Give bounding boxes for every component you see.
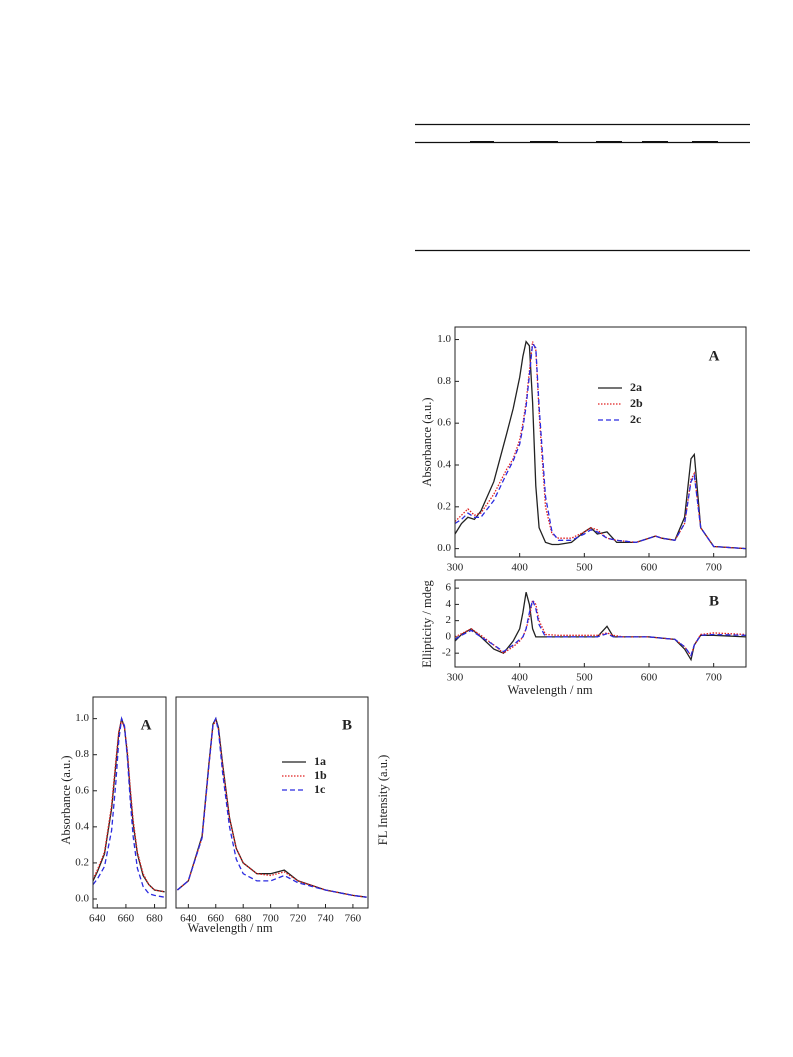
series-line <box>455 592 746 662</box>
x-tick-label: 300 <box>447 562 464 574</box>
x-tick-label: 600 <box>641 672 658 684</box>
plot-frame <box>454 579 747 668</box>
x-tick-label: 700 <box>262 913 279 925</box>
series-line <box>455 341 746 550</box>
chart: 300 400 500 600 700 -2 0 2 4 6 B Ellipticity / mdeg… <box>420 579 747 697</box>
legend-label: 2b <box>630 396 643 410</box>
legend-label: 2a <box>630 380 642 394</box>
panel-label: A <box>709 348 720 364</box>
y-tick-label: 0.6 <box>437 417 451 429</box>
y-tick-label: 0.2 <box>75 856 89 868</box>
y-tick-label: 0.0 <box>437 542 451 554</box>
x-tick-label: 720 <box>290 913 307 925</box>
panel-label: B <box>709 593 719 609</box>
x-tick-label: 400 <box>511 562 528 574</box>
y-tick-label: 2 <box>446 614 452 626</box>
panel-label: A <box>141 717 152 733</box>
chart: 300 400 500 600 700 0.0 0.2 0.4 0.6 0.8 1.0 2a 2b 2c A… <box>420 326 747 574</box>
x-tick-label: 760 <box>345 913 362 925</box>
series-line <box>93 716 165 898</box>
series-line <box>93 718 165 893</box>
plot-frame <box>454 326 747 558</box>
y-tick-label: 0.8 <box>437 375 451 387</box>
table-rules <box>415 123 750 252</box>
y-tick-label: 0.8 <box>75 748 89 760</box>
x-tick-label: 700 <box>705 672 722 684</box>
x-tick-label: 300 <box>447 672 464 684</box>
y-tick-label: 1.0 <box>75 712 89 724</box>
y-tick-label: 0 <box>446 630 452 642</box>
legend-label: 2c <box>630 412 642 426</box>
x-tick-label: 400 <box>511 672 528 684</box>
y-axis-label: Absorbance (a.u.) <box>420 397 434 486</box>
x-tick-label: 660 <box>208 913 225 925</box>
series-line <box>176 718 367 898</box>
series-line <box>176 716 367 898</box>
x-tick-label: 700 <box>705 562 722 574</box>
x-tick-label: 600 <box>641 562 658 574</box>
plot-frame <box>92 696 167 909</box>
legend-label: 1c <box>314 782 326 796</box>
y-tick-label: 4 <box>446 598 452 610</box>
chart: 640 660 680 0.0 0.2 0.4 0.6 0.8 1.0 A Absorbance (… <box>59 696 167 925</box>
x-axis-label: Wavelength / nm <box>507 683 592 697</box>
legend-label: 1a <box>314 754 326 768</box>
series-line <box>455 340 746 550</box>
series-line <box>455 341 746 550</box>
x-tick-label: 640 <box>89 913 106 925</box>
legend-label: 1b <box>314 768 327 782</box>
panel-label: B <box>342 717 352 733</box>
plot-frame <box>175 696 369 909</box>
y-tick-label: 0.4 <box>437 459 451 471</box>
y-tick-label: 6 <box>446 582 452 594</box>
series-line <box>176 716 367 898</box>
y-tick-label: 0.2 <box>437 500 451 512</box>
x-axis-label: Wavelength / nm <box>187 921 272 935</box>
series-line <box>455 598 746 658</box>
y-tick-label: 1.0 <box>437 333 451 345</box>
y-tick-label: -2 <box>442 647 451 659</box>
y-tick-label: 0.6 <box>75 784 89 796</box>
series-line <box>455 598 746 658</box>
x-tick-label: 500 <box>576 672 593 684</box>
x-tick-label: 680 <box>235 913 252 925</box>
x-tick-label: 500 <box>576 562 593 574</box>
series-line <box>93 718 165 893</box>
x-tick-label: 660 <box>118 913 135 925</box>
y-axis-label: FL Intensity (a.u.) <box>376 755 390 846</box>
y-axis-label: Ellipticity / mdeg <box>420 580 434 668</box>
y-axis-label: Absorbance (a.u.) <box>59 755 73 844</box>
x-tick-label: 680 <box>146 913 163 925</box>
x-tick-label: 740 <box>317 913 334 925</box>
y-tick-label: 0.4 <box>75 820 89 832</box>
y-tick-label: 0.0 <box>75 893 89 905</box>
x-tick-label: 640 <box>180 913 197 925</box>
